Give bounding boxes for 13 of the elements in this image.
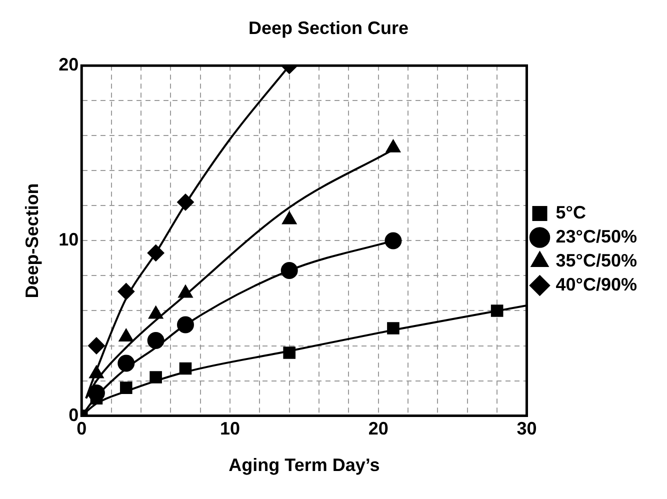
legend-label: 40°C/90% [556, 274, 638, 294]
x-axis-title: Aging Term Day’s [228, 455, 380, 476]
y-tick-label: 10 [58, 230, 79, 250]
legend-label: 5°C [556, 202, 586, 222]
y-axis-title: Deep-Section [22, 183, 42, 298]
legend-label: 35°C/50% [556, 250, 638, 270]
chart-title: Deep Section Cure [248, 18, 409, 38]
x-tick-label: 10 [220, 418, 240, 439]
y-tick-label: 0 [68, 404, 79, 425]
x-tick-label: 30 [516, 418, 537, 439]
legend-label: 23°C/50% [556, 226, 638, 246]
x-tick-label: 20 [368, 418, 388, 439]
y-tick-label: 20 [58, 54, 79, 75]
